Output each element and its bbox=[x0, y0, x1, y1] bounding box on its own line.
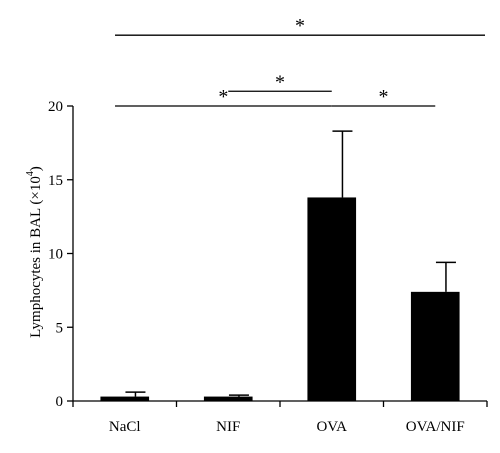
x-tick-label: OVA bbox=[316, 419, 347, 435]
significance-star: * bbox=[218, 86, 228, 108]
significance-annotations: * * * * bbox=[115, 15, 485, 108]
y-tick-label: 0 bbox=[56, 394, 64, 410]
y-tick-label: 15 bbox=[48, 173, 63, 189]
y-axis-label-close: ) bbox=[28, 166, 44, 171]
significance-star: * bbox=[275, 71, 285, 93]
y-axis-label-exponent: 4 bbox=[25, 171, 36, 176]
bars bbox=[100, 130, 460, 401]
bar bbox=[410, 291, 460, 401]
y-tick-label: 5 bbox=[56, 320, 64, 336]
y-axis-label: Lymphocytes in BAL (×104) bbox=[25, 166, 44, 338]
significance-star: * bbox=[295, 15, 305, 37]
bar bbox=[307, 197, 357, 401]
x-tick-label: NIF bbox=[216, 419, 240, 435]
x-tick-label: NaCl bbox=[109, 419, 141, 435]
x-tick-label: OVA/NIF bbox=[406, 419, 465, 435]
bar bbox=[100, 396, 150, 401]
bar bbox=[203, 396, 253, 401]
y-tick-label: 20 bbox=[48, 99, 63, 115]
y-tick-label: 10 bbox=[48, 247, 63, 263]
y-axis-label-main: Lymphocytes in BAL (×10 bbox=[28, 176, 44, 338]
significance-star: * bbox=[379, 86, 389, 108]
